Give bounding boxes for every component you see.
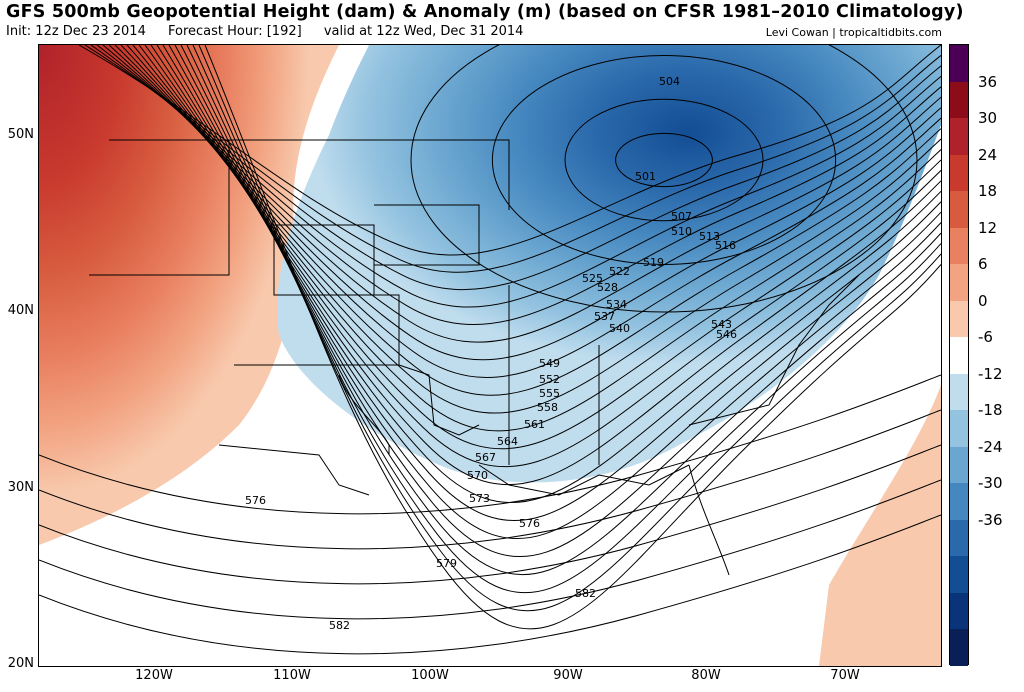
contour-label: 552 [539,373,560,386]
lon-label: 110W [273,668,311,683]
lat-label: 40N [7,303,34,318]
contour-label: 513 [699,230,720,243]
colorbar-segment [950,556,968,594]
contour-label: 558 [537,401,558,414]
lon-label: 80W [691,668,721,683]
credit: Levi Cowan | tropicaltidbits.com [765,26,942,39]
contour-label: 522 [609,265,630,278]
lon-label: 120W [135,668,173,683]
contour-line [39,514,941,655]
contour-label: 540 [609,322,630,335]
contour-label: 582 [329,619,350,632]
contour-label: 555 [539,387,560,400]
colorbar-label: -6 [978,328,993,347]
valid-time: valid at 12z Wed, Dec 31 2014 [323,24,524,39]
contour-label: 537 [594,310,615,323]
colorbar-segment [950,373,968,411]
map-title: GFS 500mb Geopotential Height (dam) & An… [6,2,964,22]
positive-anomaly-west [39,45,339,545]
lon-label: 100W [411,668,449,683]
contour-label: 576 [519,517,540,530]
colorbar-label: 24 [978,145,998,164]
contour-line [564,98,764,222]
colorbar-segment [950,45,968,83]
colorbar-label: -30 [978,474,1003,493]
lat-label: 50N [7,127,34,142]
colorbar-label: 6 [978,255,988,274]
anomaly-map: 504 501 507 510 513 516 519 522 525 528 534 537 540 5… [38,44,942,667]
lat-label: 20N [7,656,34,671]
forecast-hour: Forecast Hour: [192] [167,24,302,39]
contour-label: 504 [659,75,680,88]
contour-line [615,132,713,188]
init-time: Init: 12z Dec 23 2014 [6,24,146,39]
contour-label: 576 [245,494,266,507]
contour-label: 519 [643,256,664,269]
contour-label: 561 [524,418,545,431]
contour-line [204,45,941,630]
colorbar-label: 0 [978,291,988,310]
colorbar-label: -24 [978,437,1003,456]
colorbar-segment [950,337,968,375]
colorbar-segment [950,154,968,192]
contour-label: 525 [582,272,603,285]
contour-line [39,374,941,515]
contour-line [410,45,918,313]
colorbar-segment [950,483,968,521]
contour-label: 570 [467,469,488,482]
contour-line [114,45,941,361]
contour-label: 546 [716,328,737,341]
colorbar [949,44,969,667]
lon-label: 90W [553,668,583,683]
contour-label: 573 [469,492,490,505]
forecast-info: Init: 12z Dec 23 2014 Forecast Hour: [19… [6,24,541,39]
colorbar-segment [950,519,968,557]
contour-line [108,45,941,343]
colorbar-segment [950,300,968,338]
contour-line [120,45,941,378]
colorbar-label: 12 [978,218,998,237]
positive-anomaly-atlantic [819,385,941,666]
contour-line [39,479,941,620]
negative-anomaly-trough [277,45,941,483]
contour-label: 534 [606,298,627,311]
boundaries [89,139,860,576]
colorbar-segment [950,410,968,448]
contour-label: 516 [715,239,736,252]
contour-label: 549 [539,357,560,370]
lat-label: 30N [7,480,34,495]
contour-line [39,444,941,585]
colorbar-segment [950,118,968,156]
colorbar-label: 30 [978,109,998,128]
colorbar-label: -12 [978,364,1003,383]
colorbar-segment [950,592,968,630]
colorbar-label: 18 [978,182,998,201]
colorbar-segment [950,264,968,302]
contour-label: 567 [475,451,496,464]
contour-label: 543 [711,318,732,331]
colorbar-segment [950,446,968,484]
colorbar-segment [950,227,968,265]
latitude-axis: 50N 40N 30N 20N [0,0,38,692]
contour-label: 582 [575,587,596,600]
colorbar-segment [950,191,968,229]
colorbar-segment [950,81,968,119]
colorbar-label: -36 [978,510,1003,529]
contour-label: 564 [497,435,518,448]
colorbar-label: -18 [978,401,1003,420]
contour-label: 501 [635,170,656,183]
colorbar-segment [950,629,968,667]
contour-label: 528 [597,281,618,294]
contour-label: 507 [671,210,692,223]
contour-line [126,45,941,396]
lon-label: 70W [830,668,860,683]
contour-label: 579 [436,557,457,570]
contour-label: 510 [671,225,692,238]
colorbar-label: 36 [978,72,998,91]
contour-line [39,409,941,550]
